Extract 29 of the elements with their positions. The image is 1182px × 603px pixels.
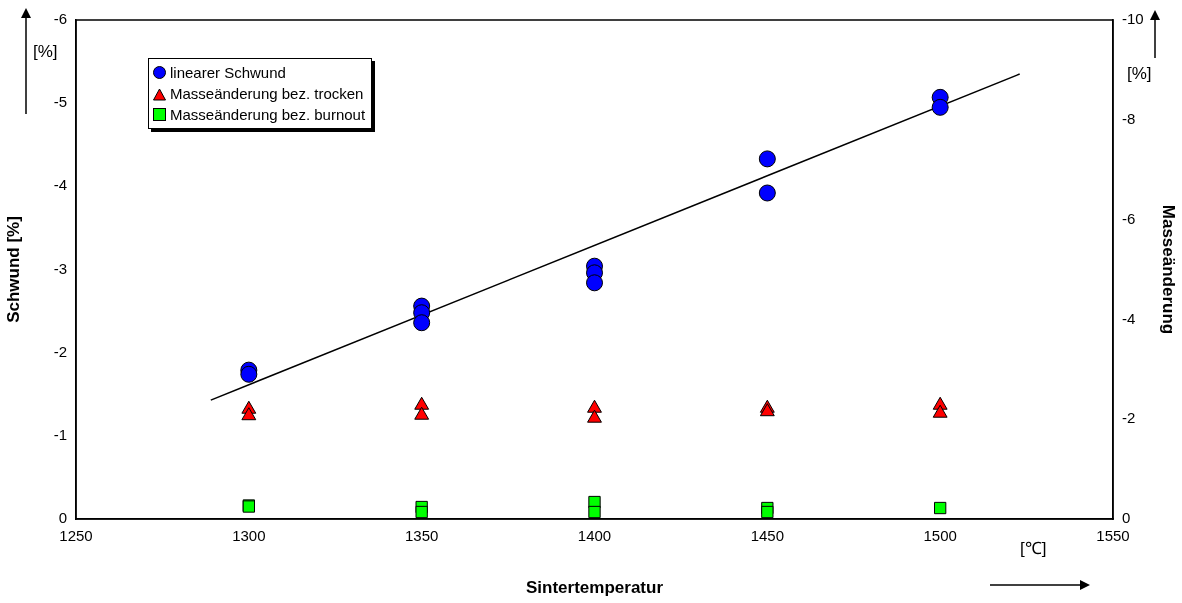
y2-tick-label: -2 (1122, 409, 1136, 427)
y-tick-label: 0 (58, 509, 67, 527)
y-tick-label: -6 (53, 10, 67, 28)
y-tick-label: -1 (53, 425, 67, 443)
y2-tick-label: -8 (1122, 109, 1136, 127)
y2-tick-label: 0 (1122, 509, 1131, 527)
y-tick-label: -2 (53, 342, 67, 360)
y-tick-label: -4 (53, 176, 67, 194)
x-tick-label: 1550 (1096, 527, 1130, 545)
legend-label: linearer Schwund (170, 64, 286, 81)
y2-tick-label: -6 (1122, 209, 1136, 227)
x-tick-label: 1450 (750, 527, 785, 545)
x-tick-label: 1400 (577, 527, 612, 545)
y-tick-label: -3 (53, 259, 67, 277)
legend-label: Masseänderung bez. trocken (170, 85, 364, 102)
y-tick-label: -5 (53, 93, 67, 111)
text: [℃] (1020, 538, 1047, 559)
y2-axis-title: Masseänderung (1159, 204, 1179, 335)
legend-label: Masseänderung bez. burnout (170, 106, 366, 123)
x-axis-title: Sintertemperatur (526, 578, 664, 598)
x-tick-label: 1250 (59, 527, 93, 545)
x-tick-label: 1350 (404, 527, 439, 545)
y2-tick-label: -4 (1122, 309, 1136, 327)
y2-tick-label: -10 (1122, 10, 1144, 28)
text: [%] (33, 42, 58, 62)
x-tick-label: 1500 (923, 527, 957, 545)
y-axis-title: Schwund [%] (3, 216, 23, 323)
x-tick-label: 1300 (232, 527, 266, 545)
text: [%] (1127, 64, 1152, 84)
